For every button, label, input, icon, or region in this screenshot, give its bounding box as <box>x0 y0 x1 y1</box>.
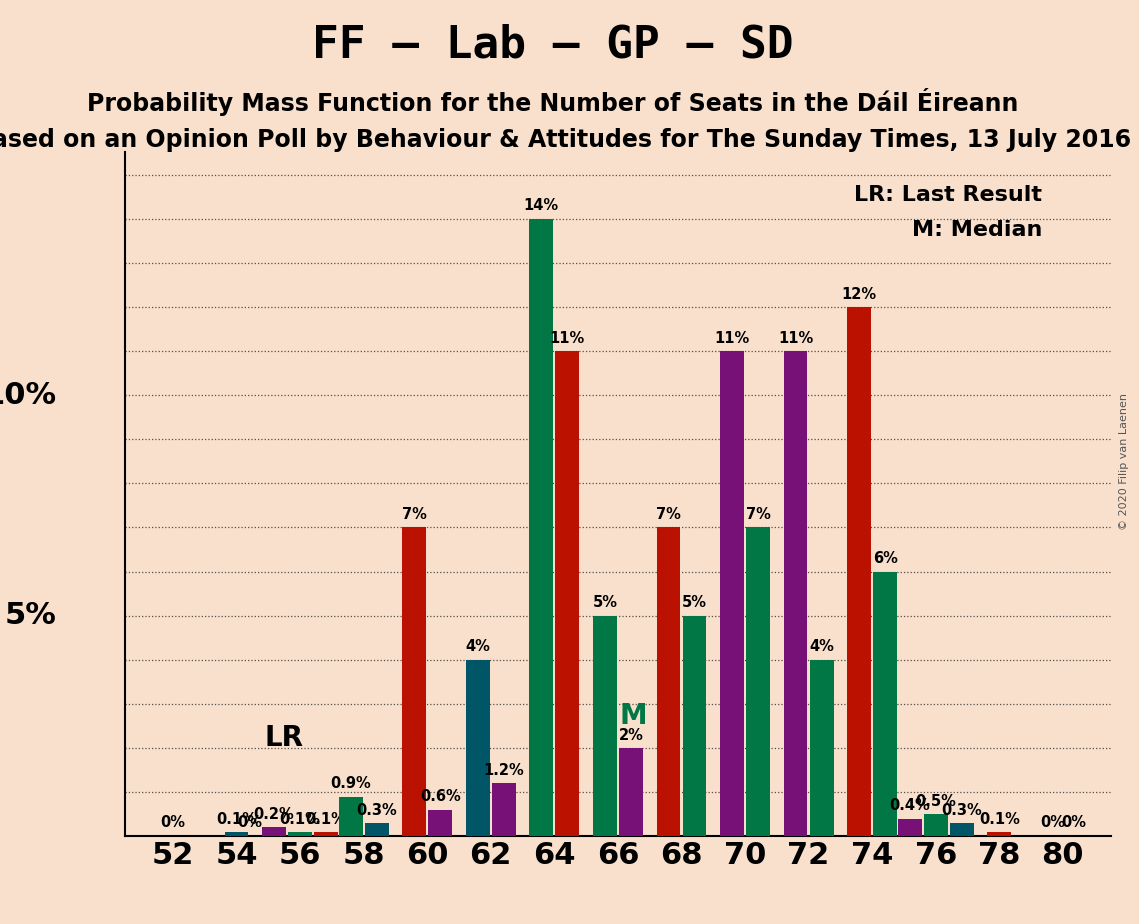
Bar <box>924 814 948 836</box>
Text: M: M <box>620 702 648 730</box>
Text: FF – Lab – GP – SD: FF – Lab – GP – SD <box>312 23 793 67</box>
Bar <box>492 784 516 836</box>
Text: 0%: 0% <box>237 816 262 831</box>
Bar <box>224 832 248 836</box>
Bar <box>656 528 680 836</box>
Bar <box>746 528 770 836</box>
Text: 0.1%: 0.1% <box>305 811 346 826</box>
Text: 0%: 0% <box>1060 816 1085 831</box>
Text: 0.1%: 0.1% <box>978 811 1019 826</box>
Text: 11%: 11% <box>714 331 749 346</box>
Text: 7%: 7% <box>746 507 770 522</box>
Text: 0.3%: 0.3% <box>942 803 982 818</box>
Bar <box>428 809 452 836</box>
Bar <box>618 748 642 836</box>
Text: 0.5%: 0.5% <box>916 794 956 808</box>
Bar <box>810 660 834 836</box>
Text: 11%: 11% <box>550 331 585 346</box>
Text: 0.3%: 0.3% <box>357 803 398 818</box>
Text: 0.1%: 0.1% <box>280 811 320 826</box>
Bar <box>262 827 286 836</box>
Bar <box>364 823 388 836</box>
Bar <box>988 832 1011 836</box>
Text: 7%: 7% <box>402 507 427 522</box>
Text: 5%: 5% <box>682 595 707 611</box>
Text: 0.4%: 0.4% <box>890 798 931 813</box>
Text: 0%: 0% <box>1040 816 1065 831</box>
Text: 0.1%: 0.1% <box>216 811 257 826</box>
Bar <box>682 615 706 836</box>
Bar <box>847 307 871 836</box>
Bar <box>720 351 744 836</box>
Text: 5%: 5% <box>5 602 56 630</box>
Bar <box>874 572 898 836</box>
Text: 6%: 6% <box>872 552 898 566</box>
Bar <box>338 796 362 836</box>
Text: LR: Last Result: LR: Last Result <box>854 185 1042 205</box>
Text: 14%: 14% <box>524 199 559 213</box>
Text: 0%: 0% <box>161 816 186 831</box>
Text: 0.9%: 0.9% <box>330 776 371 791</box>
Bar <box>593 615 617 836</box>
Text: 4%: 4% <box>466 639 490 654</box>
Text: 4%: 4% <box>809 639 834 654</box>
Text: LR: LR <box>264 724 304 752</box>
Text: 2%: 2% <box>618 728 644 743</box>
Text: 1.2%: 1.2% <box>483 763 524 778</box>
Text: 5%: 5% <box>592 595 617 611</box>
Bar <box>556 351 580 836</box>
Bar <box>530 219 554 836</box>
Text: 11%: 11% <box>778 331 813 346</box>
Bar <box>784 351 808 836</box>
Bar <box>288 832 312 836</box>
Text: Probability Mass Function for the Number of Seats in the Dáil Éireann: Probability Mass Function for the Number… <box>87 88 1018 116</box>
Text: © 2020 Filip van Laenen: © 2020 Filip van Laenen <box>1120 394 1129 530</box>
Text: Based on an Opinion Poll by Behaviour & Attitudes for The Sunday Times, 13 July : Based on an Opinion Poll by Behaviour & … <box>0 128 1131 152</box>
Bar <box>466 660 490 836</box>
Bar <box>314 832 338 836</box>
Text: 0.2%: 0.2% <box>254 807 294 822</box>
Text: 7%: 7% <box>656 507 681 522</box>
Bar <box>402 528 426 836</box>
Bar <box>898 819 921 836</box>
Bar <box>950 823 974 836</box>
Text: 10%: 10% <box>0 381 56 409</box>
Text: 0.6%: 0.6% <box>420 789 460 805</box>
Text: M: Median: M: Median <box>912 220 1042 240</box>
Text: 12%: 12% <box>842 286 877 301</box>
